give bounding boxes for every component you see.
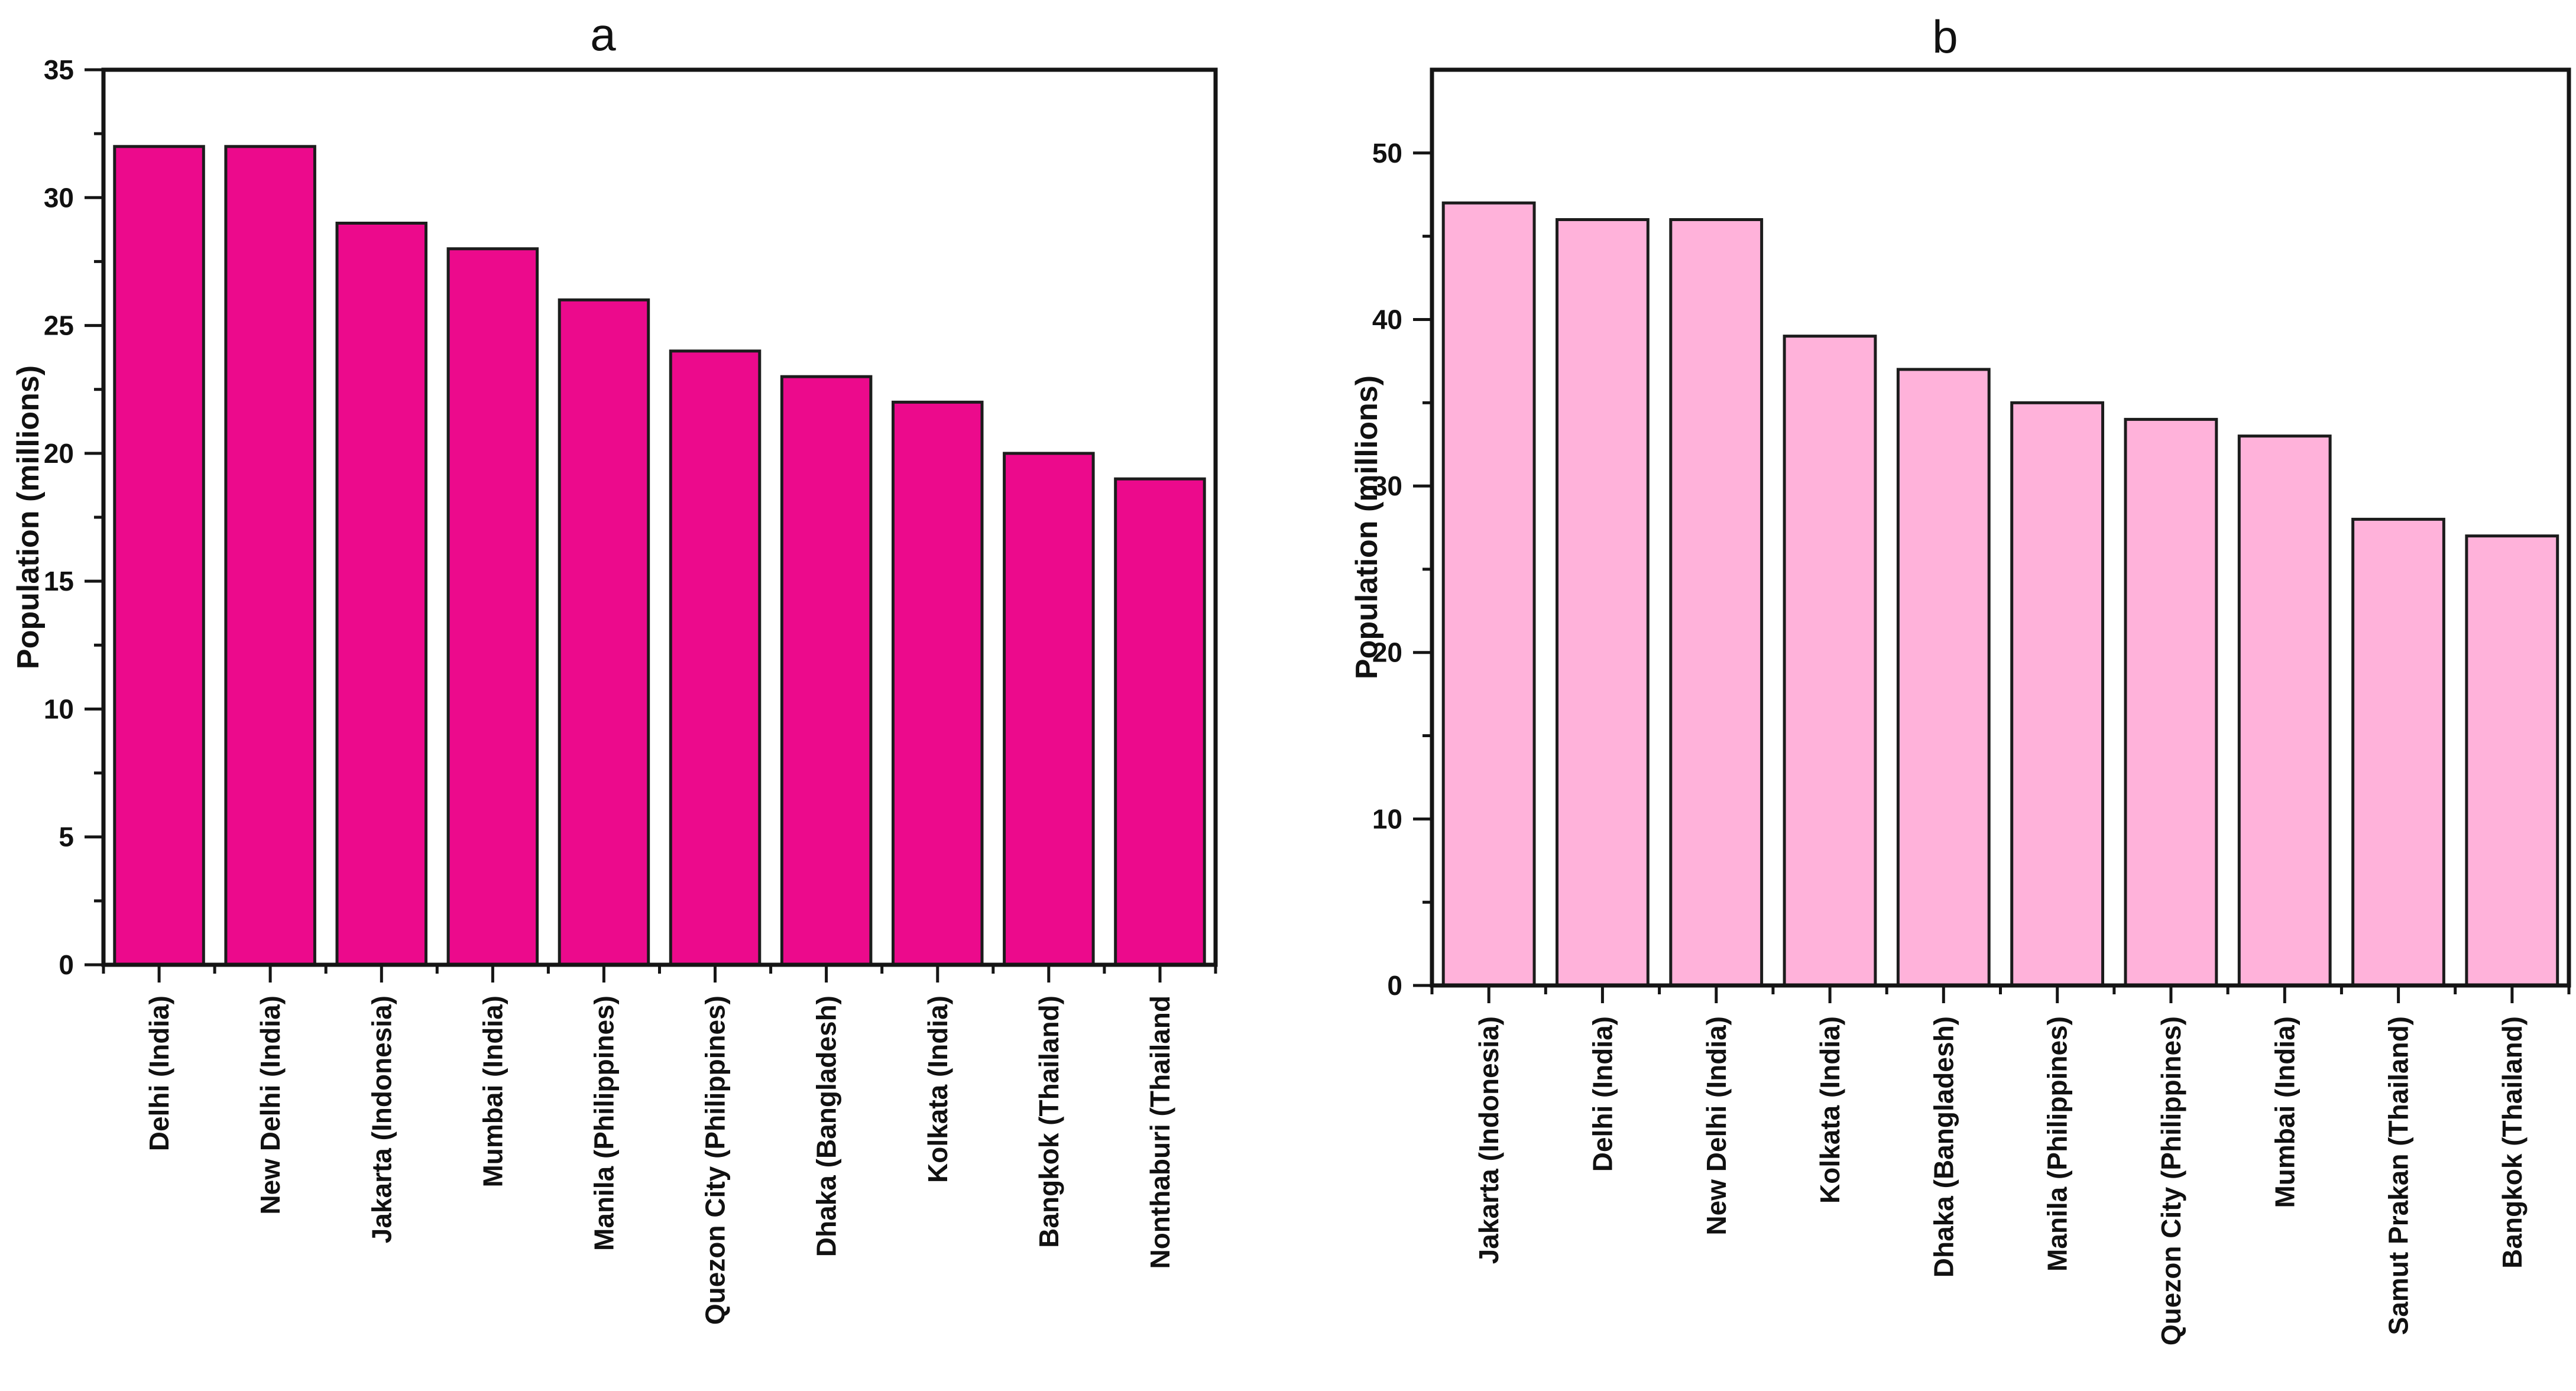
x-category-label: Quezon City (Philippines) [700,996,731,1325]
y-tick-label: 25 [44,310,74,341]
x-category-label: Mumbai (India) [477,996,508,1188]
x-category-label: Delhi (India) [1587,1016,1618,1172]
y-tick-label: 20 [44,438,74,469]
y-tick-label: 50 [1372,138,1402,168]
y-tick-label: 20 [1372,637,1402,668]
x-category-label: Delhi (India) [144,996,174,1151]
x-category-label: Quezon City (Philippines) [2156,1016,2186,1345]
bar [2124,417,2218,987]
bar [669,349,762,967]
x-category-label: New Delhi (India) [255,996,286,1215]
y-tick-label: 10 [44,693,74,724]
bar [892,400,984,967]
bar [1783,335,1877,987]
bar [1003,452,1095,967]
x-category-label: Kolkata (India) [1814,1016,1845,1204]
chart-panel-a: 0 5 10 15 20 25 30 35 Delhi (India) New Delhi (In… [44,54,1218,1325]
x-category-label: Mumbai (India) [2269,1016,2300,1208]
x-category-label: Dhaka (Bangladesh) [1928,1016,1959,1277]
bar [2465,534,2559,987]
panel-b-y-axis-label: Population (millions) [1350,375,1384,680]
x-category-label: Kolkata (India) [922,996,953,1183]
x-category-label: Manila (Philippines) [2042,1016,2073,1272]
bar [1896,368,1991,987]
bar [1114,477,1206,967]
x-category-label: Bangkok (Thailand) [2497,1016,2528,1269]
y-tick-label: 30 [1372,471,1402,501]
y-tick-label: 5 [59,822,74,852]
bar [780,375,873,967]
chart-panel-b: 0 10 20 30 40 50 Jakarta (Indonesia) Delhi (Ind… [1372,67,2571,1345]
bar [558,298,650,967]
y-tick-label: 0 [59,949,74,980]
bar [113,145,205,967]
y-tick-label: 35 [44,54,74,85]
panel-a-y-axis-label: Population (millions) [11,365,46,670]
y-tick-label: 40 [1372,304,1402,335]
y-tick-label: 30 [44,182,74,213]
y-tick-label: 0 [1387,970,1402,1001]
bar [335,222,427,967]
panel-b-title: b [1932,11,1958,63]
x-category-label: Manila (Philippines) [588,996,619,1251]
bar [2010,401,2104,987]
bar [1441,201,1536,987]
bar [224,145,316,967]
y-tick-label: 15 [44,566,74,596]
bar [1556,218,1650,987]
bar [446,247,539,967]
bar [2351,517,2445,987]
panel-a-title: a [590,8,616,60]
x-category-label: Jakarta (Indonesia) [1473,1016,1504,1264]
x-category-label: Dhaka (Bangladesh) [811,996,842,1257]
x-category-label: Jakarta (Indonesia) [366,996,397,1243]
x-category-label: Bangkok (Thailand) [1033,996,1064,1248]
bar [2237,435,2332,987]
y-tick-label: 10 [1372,803,1402,834]
bar [1669,218,1764,987]
x-category-label: Nonthaburi (Thailand [1145,996,1175,1269]
x-category-label: Samut Prakan (Thailand) [2383,1016,2414,1335]
x-category-label: New Delhi (India) [1701,1016,1732,1236]
